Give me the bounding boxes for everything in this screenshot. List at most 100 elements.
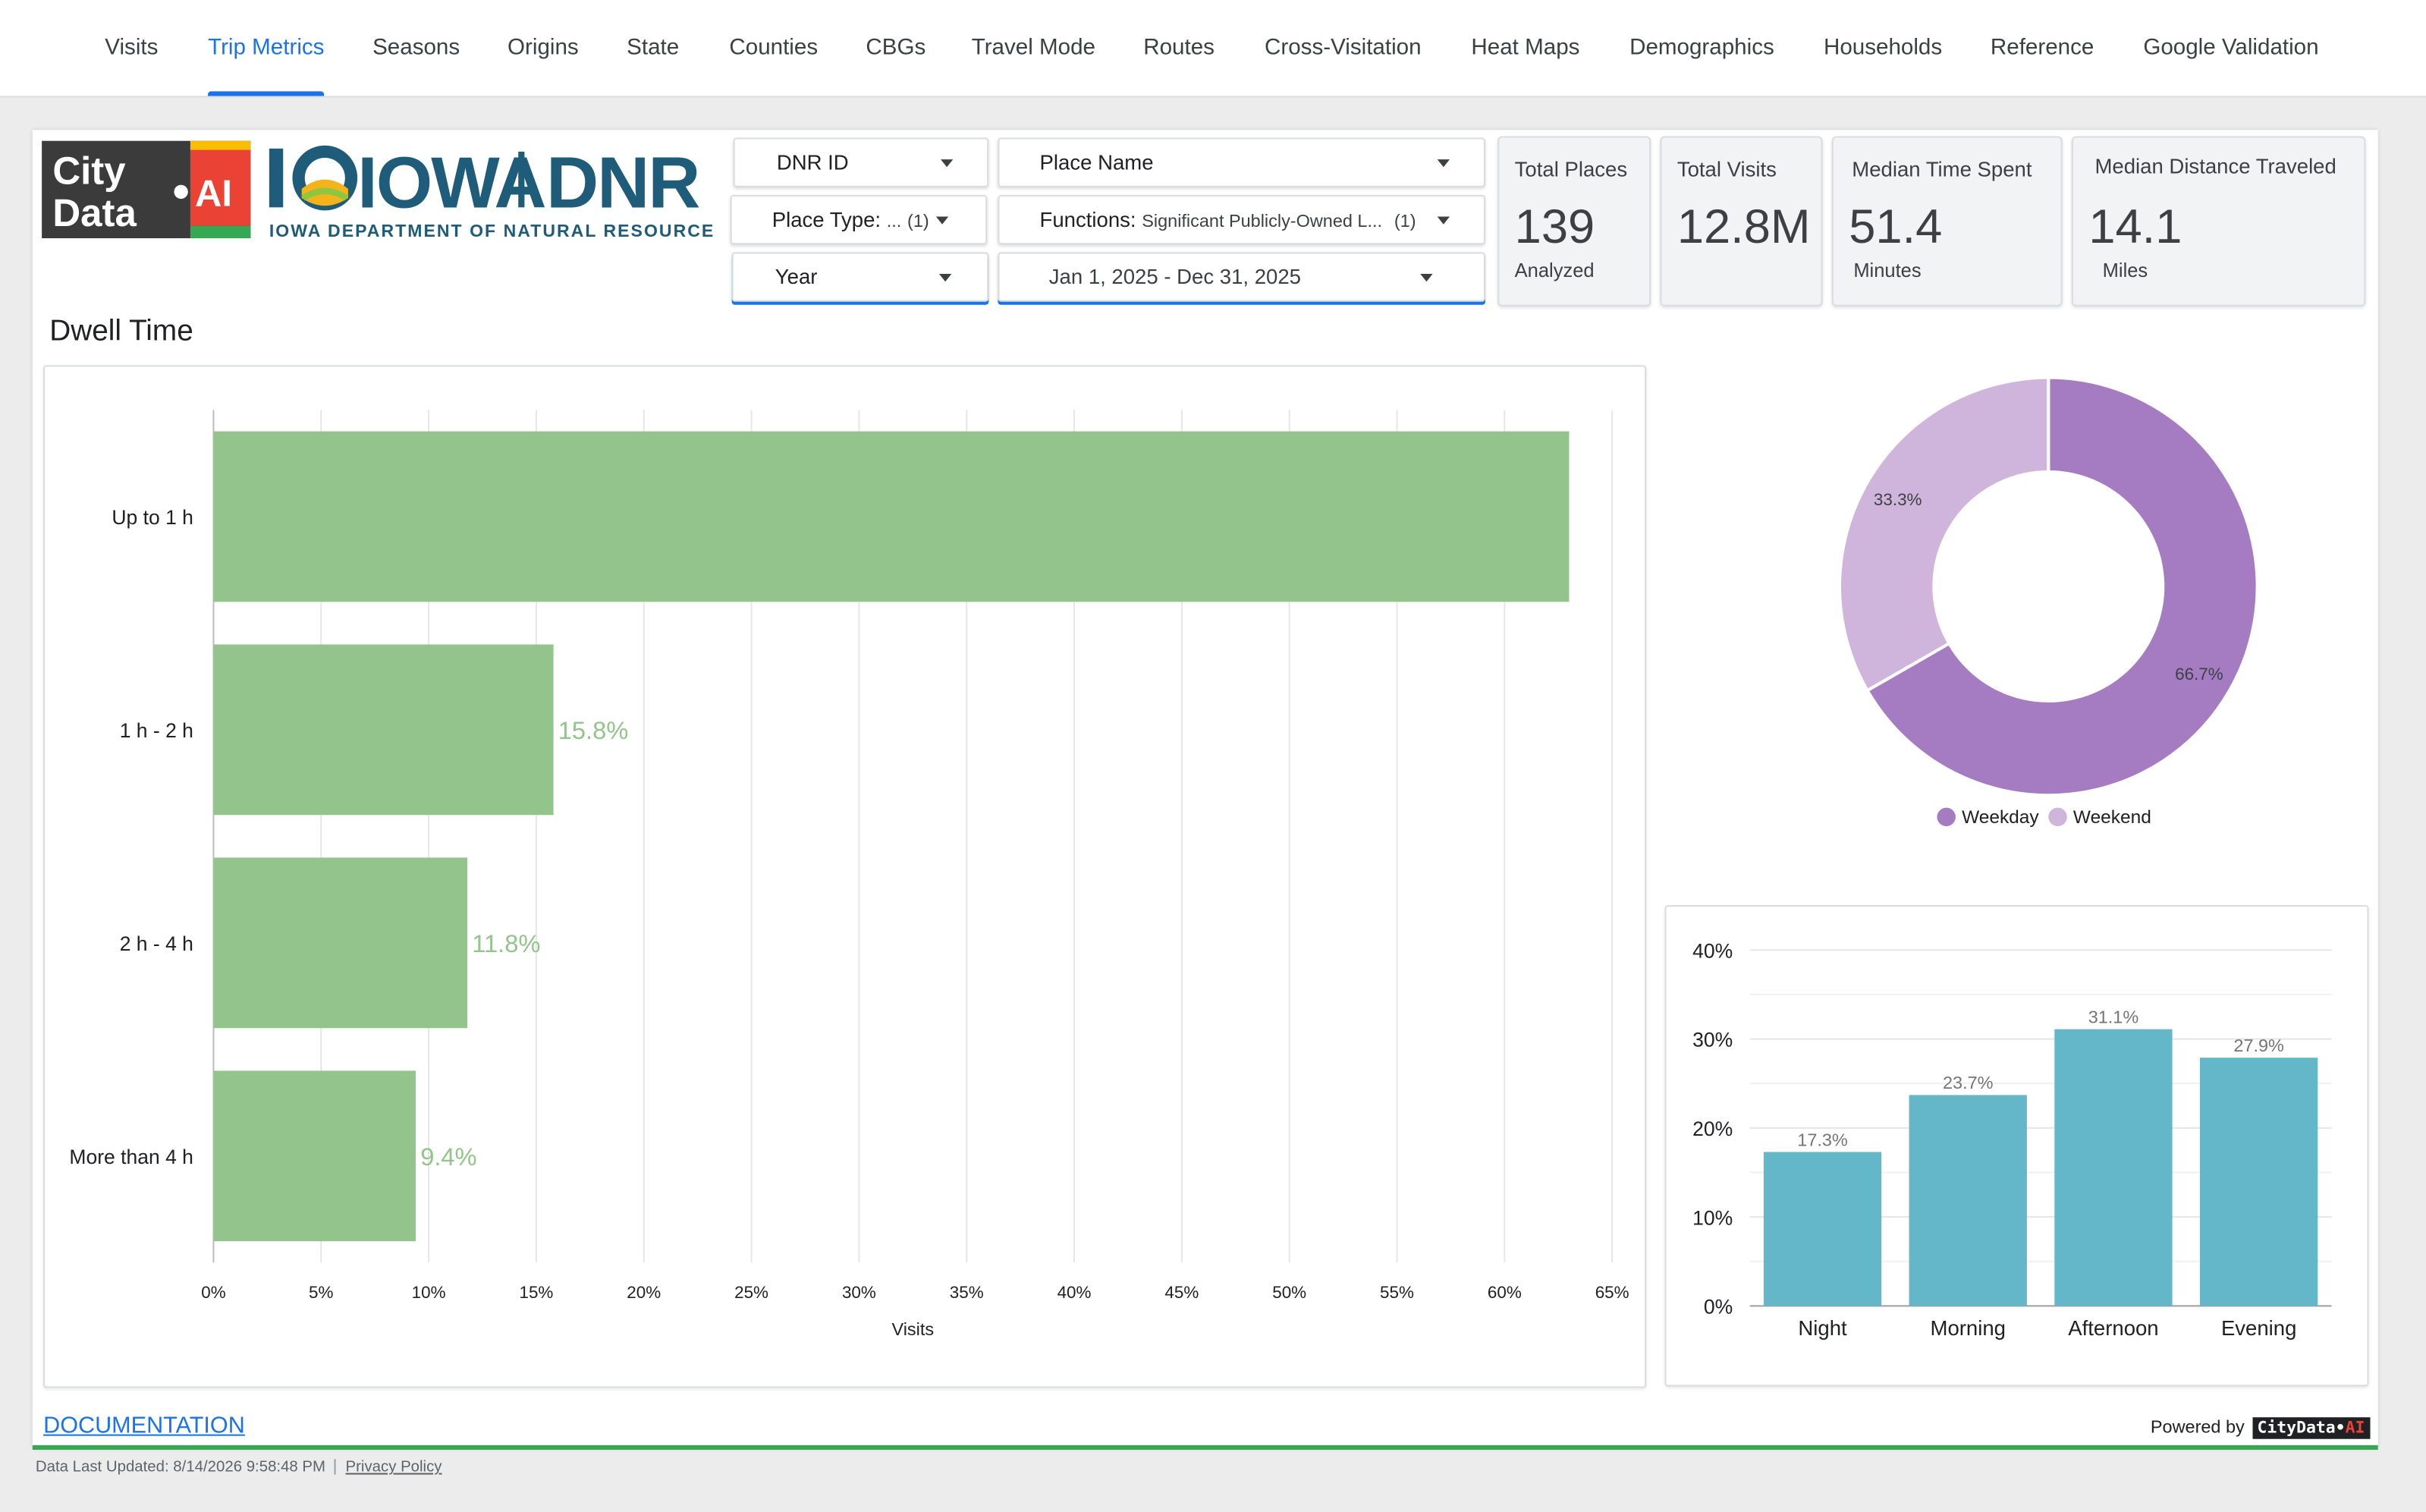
kpi-median-distance-sub: Miles (2102, 259, 2148, 282)
kpi-median-time-title: Median Time Spent (1852, 158, 2032, 181)
x-tick-label: 25% (734, 1283, 768, 1302)
x-axis-label: Visits (892, 1319, 935, 1339)
daypart-bar (1763, 1152, 1882, 1306)
x-category-label: Afternoon (2068, 1316, 2158, 1340)
donut-slice (1865, 376, 2259, 797)
tab-reference[interactable]: Reference (1990, 35, 2094, 61)
x-tick-label: 55% (1380, 1283, 1414, 1302)
x-tick-label: 30% (842, 1283, 876, 1302)
tab-cbgs[interactable]: CBGs (866, 35, 926, 61)
citydata-badge[interactable]: CityData•AI (2252, 1417, 2370, 1439)
legend-label: Weekday (1962, 807, 2039, 828)
bar-data-label: 31.1% (2088, 1007, 2138, 1026)
slice-data-label: 33.3% (1874, 490, 1922, 509)
kpi-total-places: Total Places 139 Analyzed (1497, 136, 1651, 306)
tab-demographics[interactable]: Demographics (1629, 35, 1774, 61)
tab-routes[interactable]: Routes (1143, 35, 1215, 61)
tab-households[interactable]: Households (1823, 35, 1943, 61)
tab-origins[interactable]: Origins (508, 35, 579, 61)
privacy-policy-link[interactable]: Privacy Policy (345, 1459, 442, 1476)
chevron-down-icon (935, 216, 949, 225)
tab-trip-metrics[interactable]: Trip Metrics (208, 0, 325, 96)
data-last-updated: Data Last Updated: 8/14/2026 9:58:48 PM (35, 1459, 326, 1476)
tab-google-validation[interactable]: Google Validation (2143, 35, 2319, 61)
x-tick-label: 20% (627, 1283, 661, 1302)
functions-count: (1) (1394, 212, 1416, 231)
kpi-median-distance: Median Distance Traveled 14.1 Miles (2071, 136, 2366, 306)
dnr-id-label: DNR ID (776, 150, 849, 174)
tab-counties[interactable]: Counties (729, 35, 819, 61)
legend-swatch (1937, 807, 1956, 827)
tab-seasons[interactable]: Seasons (372, 35, 460, 61)
place-type-count: (1) (907, 212, 929, 231)
x-tick-label: 0% (201, 1283, 225, 1302)
date-range-picker[interactable]: Jan 1, 2025 - Dec 31, 2025 (998, 252, 1485, 302)
daypart-bar (1909, 1095, 2027, 1306)
x-tick-label: 35% (950, 1283, 984, 1302)
weekday-weekend-donut-chart: 66.7% 33.3% Weekday Weekend (1838, 376, 2259, 828)
dwell-bar (213, 1070, 416, 1242)
citydata-logo-ai: AI (195, 173, 232, 214)
bar-data-label: 23.7% (1943, 1073, 1993, 1092)
tab-cross-visitation[interactable]: Cross-Visitation (1265, 35, 1422, 61)
y-category-label: 2 h - 4 h (120, 932, 193, 955)
kpi-total-places-sub: Analyzed (1514, 259, 1595, 282)
tab-travel-mode[interactable]: Travel Mode (971, 35, 1096, 61)
y-tick-label: 10% (1692, 1206, 1733, 1229)
dwell-bar (213, 857, 468, 1029)
tab-heat-maps[interactable]: Heat Maps (1471, 35, 1580, 61)
chevron-down-icon (938, 273, 952, 282)
place-name-label: Place Name (1039, 150, 1154, 174)
x-tick-label: 5% (309, 1283, 333, 1302)
functions-label: Functions: (1039, 208, 1136, 231)
footer-separator (335, 1459, 337, 1476)
daypart-bar (2054, 1029, 2173, 1306)
slice-data-label: 66.7% (2175, 665, 2223, 684)
dwell-bar (213, 644, 554, 816)
dnr-logo-word2: DNR (546, 143, 699, 224)
place-name-dropdown[interactable]: Place Name (998, 137, 1485, 187)
chevron-down-icon (1420, 273, 1433, 282)
dwell-bar (213, 431, 1570, 602)
kpi-total-visits: Total Visits 12.8M (1660, 136, 1823, 306)
x-category-label: Night (1798, 1316, 1847, 1340)
citydata-logo-line1: City (52, 149, 126, 193)
functions-dropdown[interactable]: Functions: Significant Publicly-Owned L.… (998, 194, 1485, 245)
kpi-total-visits-title: Total Visits (1677, 158, 1777, 181)
dnr-logo-word1: IOWA (357, 143, 545, 224)
top-nav: Visits Trip Metrics Seasons Origins Stat… (0, 0, 2426, 98)
bar-data-label: 9.4% (420, 1143, 476, 1171)
place-type-dropdown[interactable]: Place Type: ... (1) (730, 194, 988, 245)
legend-swatch (2048, 807, 2067, 827)
powered-by: Powered by CityData•AI (2151, 1417, 2370, 1439)
kpi-median-time: Median Time Spent 51.4 Minutes (1831, 136, 2063, 306)
dwell-chart-panel: 0% 5% 10% 15% 20% 25% 30% 35% 40% 45% 50% 55% 60% 65%… (43, 365, 1647, 1388)
citydata-logo-line2: Data (52, 191, 137, 234)
y-tick-label: 30% (1692, 1029, 1733, 1051)
x-tick-label: 40% (1057, 1283, 1092, 1302)
citydata-badge-ai: AI (2345, 1419, 2365, 1438)
kpi-median-time-sub: Minutes (1853, 259, 1922, 282)
documentation-link[interactable]: DOCUMENTATION (43, 1413, 245, 1439)
daypart-chart-panel: 0% 10% 20% 30% 40% 17.3% Night 23.7% Morning 31.1… (1664, 905, 2369, 1387)
kpi-total-places-value: 139 (1514, 200, 1595, 254)
donut-slice (1838, 376, 2050, 693)
year-dropdown[interactable]: Year (731, 252, 989, 302)
dnr-id-dropdown[interactable]: DNR ID (733, 137, 989, 187)
powered-by-label: Powered by (2150, 1419, 2245, 1438)
x-category-label: Evening (2221, 1316, 2296, 1340)
x-category-label: Morning (1931, 1316, 2006, 1340)
bar-data-label: 27.9% (2233, 1036, 2283, 1055)
kpi-median-distance-title: Median Distance Traveled (2094, 154, 2336, 178)
x-tick-label: 10% (412, 1283, 446, 1302)
tab-visits[interactable]: Visits (105, 35, 159, 61)
y-category-label: Up to 1 h (112, 506, 193, 529)
iowa-dnr-logo: IOWA DNR IOWA DEPARTMENT OF NATURAL RESO… (269, 143, 713, 240)
kpi-median-time-value: 51.4 (1849, 200, 1943, 254)
footer-divider (32, 1444, 2378, 1451)
chevron-down-icon (1437, 216, 1450, 225)
kpi-total-visits-value: 12.8M (1677, 200, 1811, 254)
place-type-label: Place Type: (771, 208, 881, 231)
chevron-down-icon (1437, 159, 1450, 168)
tab-state[interactable]: State (627, 35, 680, 61)
